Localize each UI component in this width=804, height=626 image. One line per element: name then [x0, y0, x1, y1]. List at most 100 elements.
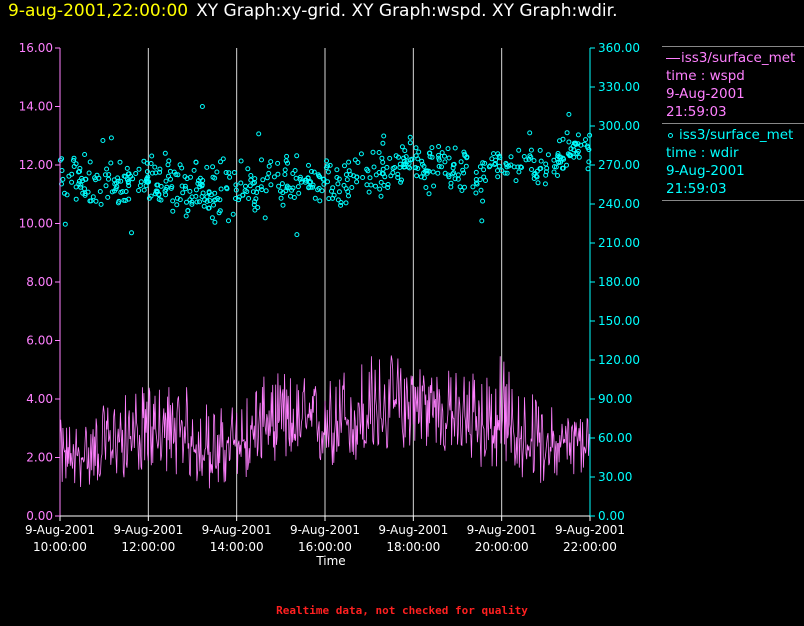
right-y-tick-label: 0.00 [598, 509, 625, 523]
wdir-point [117, 159, 123, 165]
wdir-point [137, 183, 143, 189]
wdir-point [263, 188, 269, 194]
wdir-point [260, 177, 266, 183]
wdir-point [455, 172, 461, 178]
wdir-point [342, 163, 347, 169]
wdir-point [366, 189, 372, 195]
wdir-point [373, 183, 378, 189]
x-tick-time: 10:00:00 [33, 540, 87, 554]
wdir-point [335, 197, 341, 203]
wdir-point [316, 185, 322, 191]
wdir-point [380, 140, 386, 146]
wdir-point [125, 180, 131, 186]
wdir-point [486, 164, 492, 170]
wdir-point [104, 166, 110, 172]
wdir-point [87, 198, 93, 204]
wdir-point [481, 167, 487, 173]
wdir-point [233, 187, 239, 193]
wdir-point [586, 159, 592, 165]
wdir-point [418, 174, 424, 180]
wdir-point [407, 134, 413, 140]
wdir-point [59, 168, 65, 173]
wdir-point [183, 186, 188, 192]
wdir-point [508, 154, 514, 160]
wdir-point [296, 190, 302, 196]
wdir-point [248, 173, 254, 178]
wdir-point [220, 156, 226, 162]
wdir-point [483, 178, 488, 183]
wdir-point [516, 147, 522, 153]
wdir-point [395, 171, 401, 177]
wdir-point [144, 160, 150, 166]
wdir-point [295, 184, 301, 190]
wdir-point [555, 153, 561, 159]
wdir-point [527, 130, 533, 136]
wdir-point [87, 159, 93, 165]
wdir-point [566, 111, 572, 117]
wdir-point [105, 194, 111, 200]
wdir-point [479, 218, 485, 224]
x-tick-date: 9-Aug-2001 [113, 523, 183, 537]
header-title: XY Graph:xy-grid. XY Graph:wspd. XY Grap… [196, 1, 618, 21]
wdir-point [175, 172, 181, 178]
wdir-point [245, 166, 251, 172]
wdir-point [143, 178, 149, 184]
wdir-point [402, 161, 408, 167]
wdir-point [266, 163, 272, 169]
wdir-point [491, 151, 496, 157]
wdir-point [451, 170, 457, 176]
wdir-point [123, 198, 129, 203]
legend-date: 9-Aug-2001 [666, 86, 745, 102]
wdir-point [128, 173, 134, 179]
wdir-point [378, 179, 384, 185]
wdir-point [279, 181, 285, 187]
wdir-point [136, 166, 142, 172]
left-y-tick-label: 12.00 [19, 158, 53, 172]
wdir-point [489, 156, 495, 162]
wdir-point [413, 145, 419, 151]
wdir-point [324, 158, 329, 164]
wdir-point [233, 196, 238, 201]
wdir-point [83, 176, 88, 182]
wdir-point [346, 168, 352, 174]
wdir-point [309, 169, 314, 174]
wdir-point [154, 182, 160, 188]
wdir-point [442, 153, 447, 159]
wdir-point [345, 189, 351, 195]
wdir-point [495, 168, 500, 174]
wdir-point [492, 162, 498, 167]
wdir-point [121, 173, 127, 179]
wdir-point [543, 169, 549, 175]
wdir-point [436, 144, 442, 149]
wdir-point [80, 190, 86, 196]
wdir-point [570, 143, 576, 149]
wdir-point [573, 151, 579, 157]
wdir-point [189, 194, 195, 200]
legend-series-name: iss3/surface_met [681, 50, 796, 66]
x-tick-time: 12:00:00 [121, 540, 175, 554]
wdir-point [193, 187, 199, 193]
wdir-point [436, 163, 442, 169]
wdir-point [413, 165, 419, 171]
wdir-point [268, 159, 274, 165]
wdir-point [209, 215, 215, 221]
wdir-point [73, 184, 79, 190]
wdir-point [543, 161, 549, 167]
line-swatch-icon [666, 57, 680, 59]
wdir-point [93, 198, 99, 204]
wdir-point [321, 176, 327, 182]
wdir-point [193, 193, 199, 199]
wdir-point [64, 192, 70, 198]
wdir-point [157, 166, 163, 172]
wdir-point [435, 170, 441, 176]
wdir-point [297, 176, 303, 182]
wdir-point [564, 130, 570, 136]
wdir-point [531, 158, 537, 164]
wdir-point [298, 179, 304, 185]
wdir-point [537, 147, 543, 153]
wdir-point [214, 169, 220, 175]
wdir-point [538, 158, 544, 164]
wdir-point [217, 208, 223, 214]
legend-entry-wspd: iss3/surface_met time : wspd 9-Aug-2001 … [662, 46, 804, 124]
wdir-point [167, 168, 173, 174]
